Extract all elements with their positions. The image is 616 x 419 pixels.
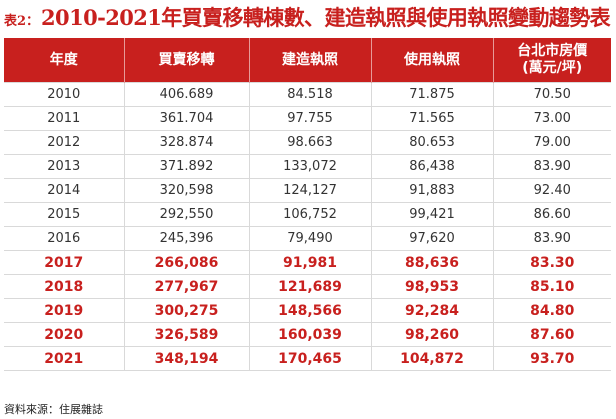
table-row-highlighted: 2019 300,275 148,566 92,284 84.80 [4,298,611,323]
data-table: 年度 買賣移轉 建造執照 使用執照 台北市房價 (萬元/坪) 2010 406.… [4,38,611,371]
cell-price: 85.10 [492,274,611,299]
cell-use-permits: 86,438 [370,154,493,179]
cell-price: 86.60 [492,202,611,227]
cell-transfers: 292,550 [123,202,249,227]
cell-price: 83.90 [492,154,611,179]
cell-building-permits: 97.755 [248,106,371,131]
table-title: 表2： 2010-2021年買賣移轉棟數、建造執照與使用執照變動趨勢表 [4,2,614,34]
header-use-permits: 使用執照 [370,38,493,83]
cell-building-permits: 133,072 [248,154,371,179]
header-taipei-price: 台北市房價 (萬元/坪) [492,38,611,83]
source-note: 資料來源：住展雜誌 [4,403,103,416]
cell-building-permits: 170,465 [248,346,371,371]
cell-transfers: 277,967 [123,274,249,299]
cell-building-permits: 84.518 [248,82,371,107]
cell-year: 2010 [4,82,124,107]
header-taipei-price-unit: (萬元/坪) [522,60,583,76]
table-row: 2014 320,598 124,127 91,883 92.40 [4,178,611,203]
cell-transfers: 348,194 [123,346,249,371]
table-row-highlighted: 2020 326,589 160,039 98,260 87.60 [4,322,611,347]
table-row: 2015 292,550 106,752 99,421 86.60 [4,202,611,227]
cell-year: 2013 [4,154,124,179]
cell-price: 79.00 [492,130,611,155]
cell-price: 92.40 [492,178,611,203]
cell-building-permits: 106,752 [248,202,371,227]
cell-price: 87.60 [492,322,611,347]
cell-use-permits: 88,636 [370,250,493,275]
cell-use-permits: 80.653 [370,130,493,155]
cell-price: 83.30 [492,250,611,275]
cell-year: 2021 [4,346,124,371]
cell-building-permits: 91,981 [248,250,371,275]
cell-year: 2020 [4,322,124,347]
table-row: 2016 245,396 79,490 97,620 83.90 [4,226,611,251]
cell-use-permits: 97,620 [370,226,493,251]
cell-building-permits: 148,566 [248,298,371,323]
header-transfers: 買賣移轉 [123,38,249,83]
cell-year: 2015 [4,202,124,227]
header-year: 年度 [4,38,124,83]
table-row: 2013 371.892 133,072 86,438 83.90 [4,154,611,179]
cell-transfers: 406.689 [123,82,249,107]
table-row-highlighted: 2017 266,086 91,981 88,636 83.30 [4,250,611,275]
cell-use-permits: 98,953 [370,274,493,299]
cell-building-permits: 121,689 [248,274,371,299]
cell-year: 2016 [4,226,124,251]
cell-price: 93.70 [492,346,611,371]
cell-transfers: 371.892 [123,154,249,179]
cell-year: 2011 [4,106,124,131]
header-building-permits: 建造執照 [248,38,371,83]
cell-year: 2019 [4,298,124,323]
cell-building-permits: 98.663 [248,130,371,155]
cell-year: 2017 [4,250,124,275]
cell-transfers: 245,396 [123,226,249,251]
cell-building-permits: 160,039 [248,322,371,347]
table-title-text: 2010-2021年買賣移轉棟數、建造執照與使用執照變動趨勢表 [41,5,611,30]
cell-price: 83.90 [492,226,611,251]
cell-transfers: 320,598 [123,178,249,203]
cell-price: 70.50 [492,82,611,107]
cell-use-permits: 71.565 [370,106,493,131]
cell-year: 2018 [4,274,124,299]
cell-building-permits: 79,490 [248,226,371,251]
cell-transfers: 300,275 [123,298,249,323]
cell-price: 73.00 [492,106,611,131]
table-number-label: 表2： [4,14,40,29]
cell-transfers: 361.704 [123,106,249,131]
header-row: 年度 買賣移轉 建造執照 使用執照 台北市房價 (萬元/坪) [4,38,611,83]
table-row: 2011 361.704 97.755 71.565 73.00 [4,106,611,131]
cell-transfers: 326,589 [123,322,249,347]
cell-year: 2012 [4,130,124,155]
table-row: 2010 406.689 84.518 71.875 70.50 [4,82,611,107]
table-row-highlighted: 2018 277,967 121,689 98,953 85.10 [4,274,611,299]
cell-transfers: 328.874 [123,130,249,155]
cell-use-permits: 99,421 [370,202,493,227]
cell-use-permits: 104,872 [370,346,493,371]
table-row-highlighted: 2021 348,194 170,465 104,872 93.70 [4,346,611,371]
cell-use-permits: 98,260 [370,322,493,347]
cell-use-permits: 92,284 [370,298,493,323]
cell-year: 2014 [4,178,124,203]
table-row: 2012 328.874 98.663 80.653 79.00 [4,130,611,155]
cell-transfers: 266,086 [123,250,249,275]
cell-use-permits: 71.875 [370,82,493,107]
cell-building-permits: 124,127 [248,178,371,203]
header-taipei-price-label: 台北市房價 [517,43,588,59]
cell-price: 84.80 [492,298,611,323]
cell-use-permits: 91,883 [370,178,493,203]
